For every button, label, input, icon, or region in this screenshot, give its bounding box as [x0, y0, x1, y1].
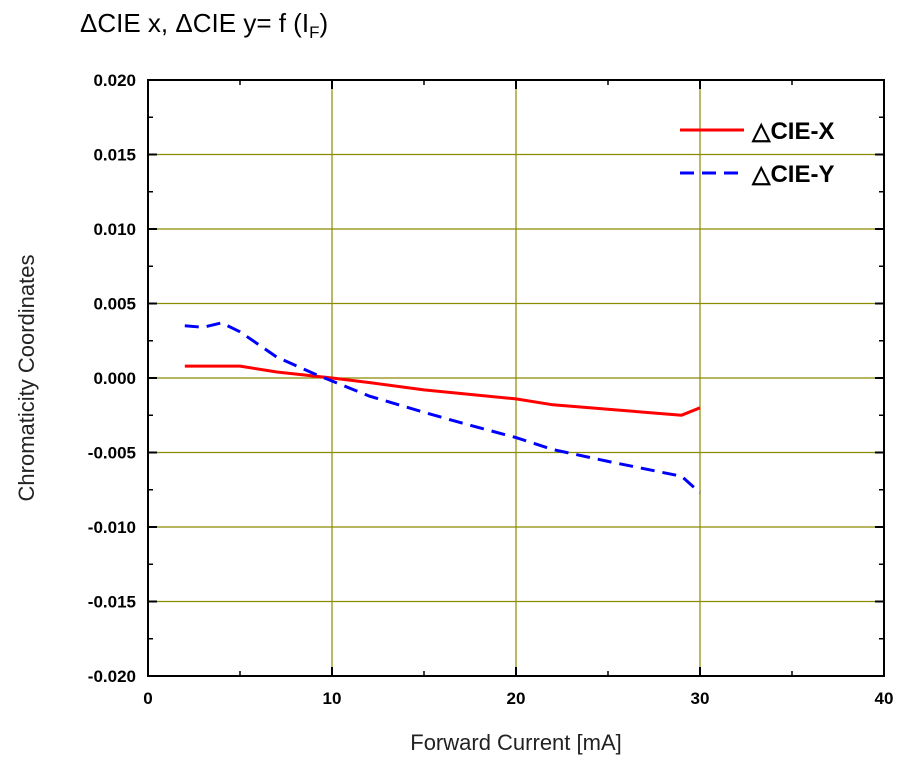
x-tick-label: 20 — [507, 689, 526, 708]
y-tick-label: -0.005 — [88, 444, 136, 463]
y-tick-label: 0.005 — [93, 295, 136, 314]
legend-label-cie-x: △CIE-X — [751, 118, 834, 145]
y-tick-label: -0.015 — [88, 593, 136, 612]
chart-title-subscript: F — [309, 23, 320, 43]
tick-labels: 0 10 20 30 40 0.020 0.015 0.010 0.005 0.000 -0.005… — [88, 71, 894, 708]
y-tick-label: 0.010 — [93, 220, 136, 239]
legend: △CIE-X △CIE-Y — [680, 118, 834, 188]
legend-label-cie-y: △CIE-Y — [751, 161, 834, 188]
series-line-cie-y — [184, 321, 701, 494]
chart-title-suffix: ) — [319, 8, 329, 38]
y-axis-title: Chromaticity Coordinates — [14, 255, 39, 502]
x-tick-label: 0 — [143, 689, 152, 708]
chart-title-main: ΔCIE x, ΔCIE y= f (I — [80, 8, 310, 38]
y-tick-label: 0.020 — [93, 71, 136, 90]
y-tick-label: -0.020 — [88, 667, 136, 686]
x-axis-title: Forward Current [mA] — [410, 730, 622, 755]
axis-ticks — [147, 79, 885, 677]
x-tick-label: 10 — [323, 689, 342, 708]
series-line-cie-x — [184, 364, 701, 417]
y-tick-label: 0.000 — [93, 369, 136, 388]
series-layer — [184, 321, 701, 494]
y-tick-label: 0.015 — [93, 146, 136, 165]
chart-title: ΔCIE x, ΔCIE y= f (IF) — [80, 8, 328, 43]
grid-lines — [148, 80, 884, 676]
y-tick-label: -0.010 — [88, 518, 136, 537]
x-tick-label: 30 — [691, 689, 710, 708]
x-tick-label: 40 — [875, 689, 894, 708]
